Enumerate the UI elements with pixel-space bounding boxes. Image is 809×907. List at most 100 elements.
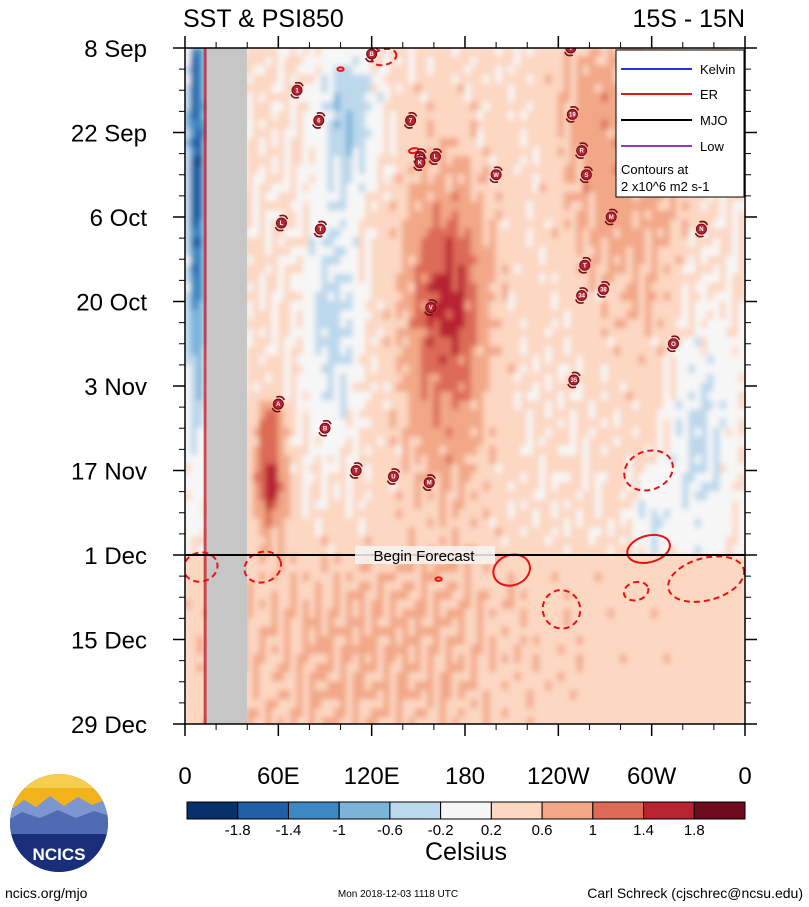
colorbar-swatch (643, 801, 695, 820)
region-label: 15S - 15N (632, 5, 745, 33)
storm-label: A (276, 402, 281, 408)
storm-label: B (323, 426, 328, 432)
storm-label: L (434, 155, 438, 161)
land-mask (207, 48, 247, 724)
storm-marker: B (318, 419, 332, 437)
storm-label: O (671, 342, 676, 348)
colorbar-swatch (490, 801, 543, 820)
storm-marker: T (313, 220, 328, 238)
storm-label: V (569, 46, 573, 52)
legend-low: Low (700, 139, 724, 154)
x-axis: 0 60E 120E 180 120W 60W 0 (178, 36, 752, 790)
logo-text: NCICS (33, 845, 86, 864)
storm-marker: N (694, 220, 709, 238)
x-tick-label: 0 (178, 763, 191, 790)
storm-label: 19 (569, 112, 576, 118)
colorbar-swatch (338, 801, 391, 820)
storm-label: 34 (578, 293, 585, 299)
colorbar-swatch (237, 801, 289, 820)
storm-label: T (318, 227, 322, 233)
storm-label: U (391, 475, 395, 481)
storm-marker: 7 (403, 112, 418, 129)
storm-label: 7 (409, 118, 413, 124)
forecast-label: Begin Forecast (374, 548, 476, 565)
storm-label: 6 (317, 118, 321, 124)
storm-marker: V (564, 46, 577, 57)
colorbar-label: 0.6 (532, 822, 553, 839)
x-tick-label: 60E (257, 763, 300, 790)
er-contour (336, 66, 345, 72)
colorbar-unit: Celsius (425, 838, 507, 866)
colorbar-label: 0.2 (481, 822, 502, 839)
colorbar-label: 1 (589, 822, 597, 839)
storm-marker: S (579, 166, 594, 184)
storm-marker: M (422, 474, 436, 491)
y-tick-label: 6 Oct (90, 205, 148, 232)
storm-marker: 35 (567, 371, 581, 389)
storm-marker: K (413, 154, 427, 172)
storm-label: S (584, 173, 588, 179)
storm-label: M (609, 215, 614, 221)
y-tick-label: 1 Dec (84, 543, 147, 570)
legend-mjo: MJO (700, 113, 727, 128)
storm-marker: B (364, 48, 379, 63)
storm-marker: 1 (290, 81, 304, 99)
colorbar-label: -1.4 (276, 822, 302, 839)
storm-label: N (699, 227, 703, 233)
y-tick-label: 22 Sep (71, 121, 147, 148)
er-contour (434, 576, 443, 582)
x-tick-label: 120E (344, 763, 400, 790)
y-tick-label: 17 Nov (71, 459, 147, 486)
storm-marker: U (386, 468, 401, 485)
colorbar-label: 1.4 (633, 822, 654, 839)
colorbar-label: -1 (333, 822, 346, 839)
storm-label: L (280, 221, 284, 227)
storm-label: W (493, 173, 499, 179)
storm-marker: W (489, 166, 503, 184)
storm-label: T (354, 469, 358, 475)
y-tick-label: 8 Sep (84, 36, 147, 63)
storm-label: B (369, 52, 374, 58)
legend-er: ER (700, 87, 718, 102)
storm-marker: A (271, 395, 286, 413)
storm-label: 35 (571, 378, 578, 384)
legend-note-2: 2 x10^6 m2 s-1 (621, 179, 709, 194)
storm-label: M (427, 481, 432, 487)
storm-marker: T (578, 256, 592, 274)
storm-marker: R (574, 142, 589, 159)
x-tick-label: 180 (445, 763, 485, 790)
legend: Kelvin ER MJO Low Contours at 2 x10^6 m2… (615, 49, 745, 198)
footer-author: Carl Schreck (cjschrec@ncsu.edu) (587, 885, 803, 901)
colorbar-label: -1.8 (225, 822, 251, 839)
storm-label: R (579, 149, 584, 155)
er-contour (541, 589, 582, 630)
y-axis: 8 Sep 22 Sep 6 Oct 20 Oct 3 Nov 17 Nov 1 Dec 15… (71, 36, 757, 739)
storm-label: V (429, 306, 433, 312)
tropical-cyclone-markers: 1B6739LKWLT19RSMNT3438VO35ABTUMV (271, 46, 709, 491)
storm-marker: O (666, 335, 681, 353)
colorbar-label: -0.2 (428, 822, 454, 839)
storm-marker: L (428, 148, 443, 166)
y-tick-label: 20 Oct (76, 290, 147, 317)
x-tick-label: 120W (527, 763, 590, 790)
colorbar-swatch (389, 801, 442, 820)
y-tick-label: 3 Nov (84, 374, 147, 401)
colorbar-label: -0.6 (377, 822, 403, 839)
storm-marker: L (274, 214, 289, 232)
ncics-logo: NCICS (10, 774, 108, 872)
colorbar-swatch (186, 801, 239, 820)
colorbar-swatch (541, 801, 594, 820)
storm-label: 38 (600, 287, 607, 293)
x-tick-label: 60W (627, 763, 677, 790)
storm-label: 1 (295, 88, 299, 94)
storm-label: T (583, 263, 587, 269)
colorbar-swatch (592, 801, 645, 820)
storm-marker: 34 (574, 287, 589, 304)
er-contour (370, 48, 398, 67)
er-contour (623, 449, 674, 492)
storm-marker: 6 (312, 112, 326, 129)
storm-marker: 38 (596, 281, 611, 298)
legend-kelvin: Kelvin (700, 62, 735, 77)
y-tick-label: 15 Dec (71, 628, 147, 655)
